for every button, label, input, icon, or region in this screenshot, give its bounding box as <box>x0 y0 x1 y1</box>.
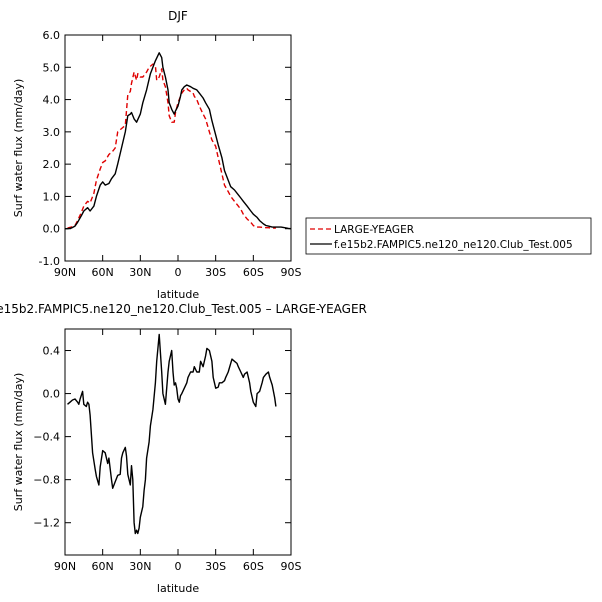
legend: LARGE-YEAGER f.e15b2.FAMPIC5.ne120_ne120… <box>305 217 592 255</box>
bottom-x-axis-label: latitude <box>157 582 199 595</box>
top-chart-title: DJF <box>168 9 188 23</box>
bottom-x-tick-label: 60S <box>243 560 264 573</box>
bottom-x-tick-label: 90S <box>281 560 302 573</box>
top-y-tick-label: 6.0 <box>43 29 61 42</box>
legend-label-large-yeager: LARGE-YEAGER <box>334 224 414 236</box>
top-panel: DJF Surf water flux (mm/day) latitude 90… <box>12 9 302 301</box>
top-y-axis-label: Surf water flux (mm/day) <box>12 79 25 218</box>
bottom-plot-frame <box>64 328 292 556</box>
top-series-lines <box>65 52 292 230</box>
top-x-tick-label: 30N <box>129 266 151 279</box>
top-y-tick-label: 2.0 <box>43 158 61 171</box>
bottom-series-lines <box>67 333 277 535</box>
top-y-tick-label: -1.0 <box>39 255 60 268</box>
bottom-series-line-0 <box>67 333 277 535</box>
top-x-tick-label: 90N <box>54 266 76 279</box>
top-x-tick-label: 60S <box>243 266 264 279</box>
bottom-panel: f.e15b2.FAMPIC5.ne120_ne120.Club_Test.00… <box>0 302 367 595</box>
top-x-tick-label: 90S <box>281 266 302 279</box>
bottom-x-tick-label: 30S <box>205 560 226 573</box>
legend-box <box>305 217 592 255</box>
bottom-x-tick-label: 30N <box>129 560 151 573</box>
top-y-tick-label: 5.0 <box>43 61 61 74</box>
bottom-y-tick-label: −1.2 <box>33 517 60 530</box>
legend-label-model: f.e15b2.FAMPIC5.ne120_ne120.Club_Test.00… <box>334 239 573 251</box>
bottom-y-tick-label: −0.4 <box>33 431 60 444</box>
bottom-y-tick-label: 0.0 <box>43 388 61 401</box>
bottom-y-tick-label: −0.8 <box>33 474 60 487</box>
bottom-y-axis-label: Surf water flux (mm/day) <box>12 373 25 512</box>
top-x-tick-label: 60N <box>92 266 114 279</box>
bottom-x-tick-label: 90N <box>54 560 76 573</box>
top-x-tick-label: 0 <box>175 266 182 279</box>
top-series-line-0 <box>67 63 276 229</box>
top-x-tick-label: 30S <box>205 266 226 279</box>
top-plot-frame <box>64 34 292 262</box>
top-ticks: 90N 60N 30N 0 30S 60S 90S -1.0 0.0 1.0 2.0 3.0 4.0 5.… <box>39 29 302 279</box>
bottom-x-tick-label: 0 <box>175 560 182 573</box>
bottom-x-tick-label: 60N <box>92 560 114 573</box>
top-y-tick-label: 0.0 <box>43 223 61 236</box>
top-x-axis-label: latitude <box>157 288 199 301</box>
bottom-chart-title: f.e15b2.FAMPIC5.ne120_ne120.Club_Test.00… <box>0 302 367 316</box>
top-series-line-1 <box>65 52 292 230</box>
top-y-tick-label: 4.0 <box>43 94 61 107</box>
top-y-tick-label: 1.0 <box>43 190 61 203</box>
top-y-tick-label: 3.0 <box>43 126 61 139</box>
bottom-y-tick-label: 0.4 <box>43 345 61 358</box>
bottom-ticks: 90N 60N 30N 0 30S 60S 90S −1.2 −0.8 −0.4 0.0 0.4 <box>33 329 302 573</box>
